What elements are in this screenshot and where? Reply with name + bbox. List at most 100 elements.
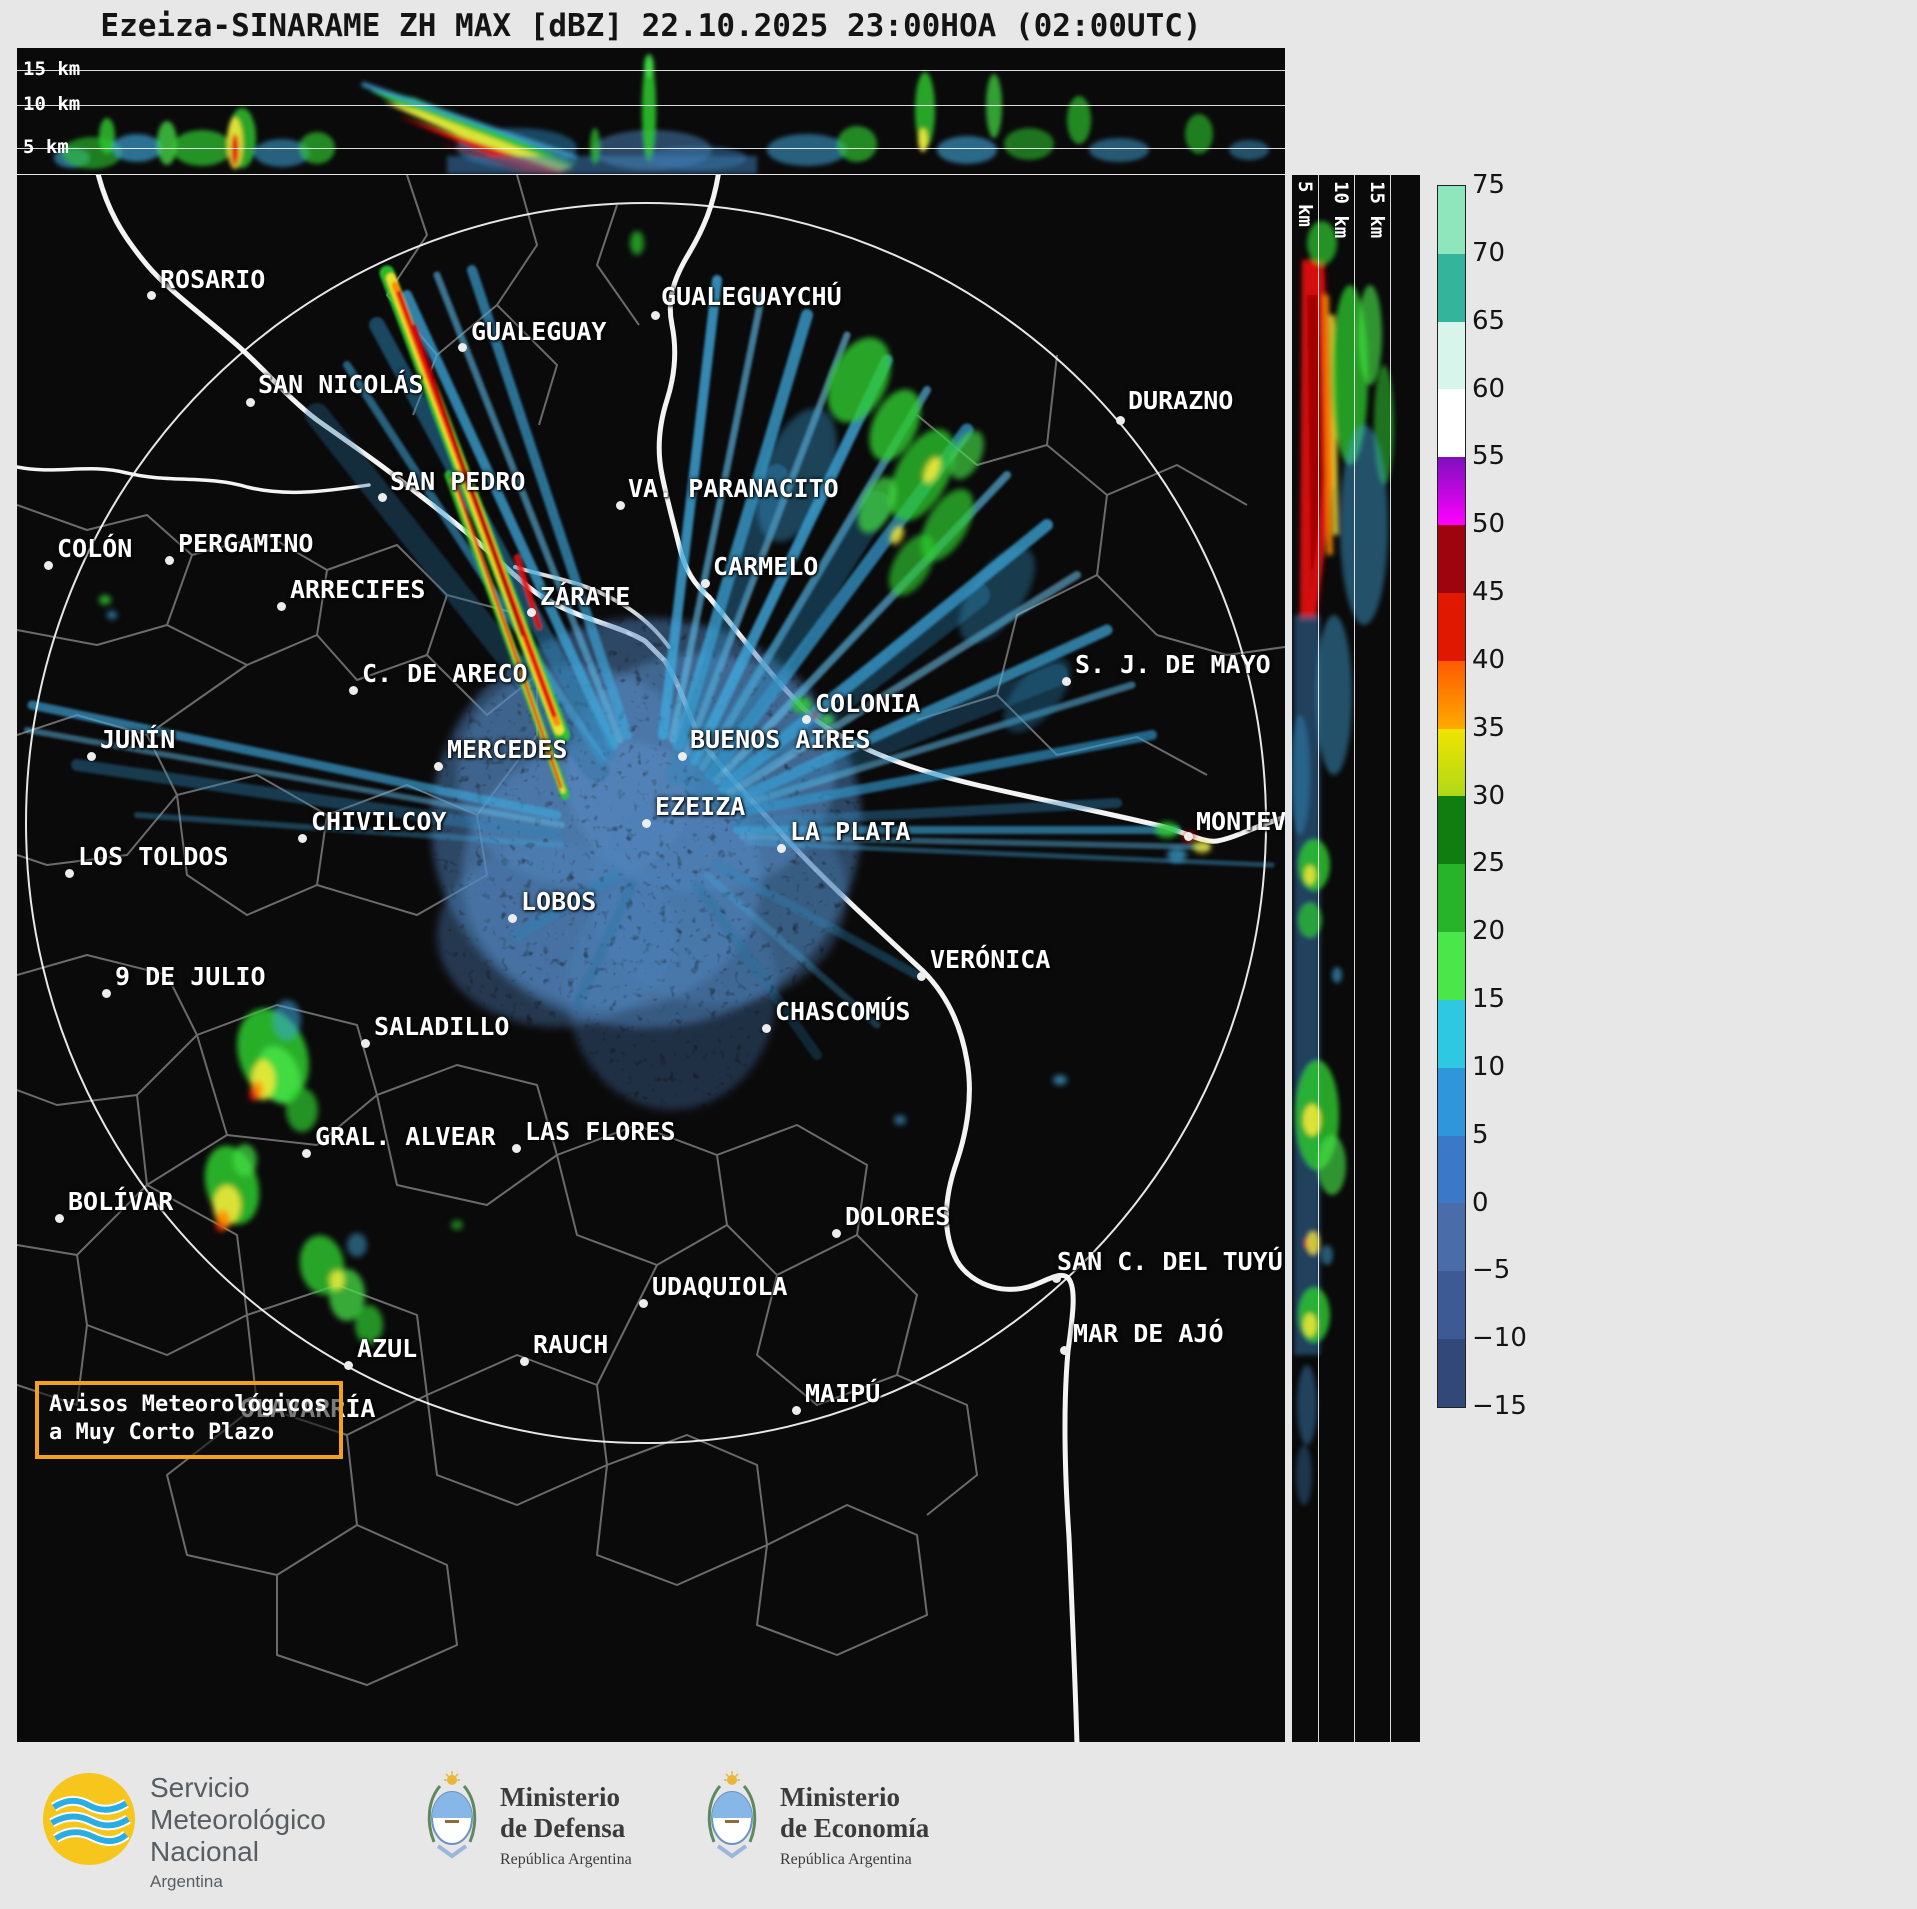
footer: Servicio Meteorológico Nacional Argentin…: [0, 1742, 1917, 1909]
city-dot: [642, 819, 651, 828]
city-dot: [777, 844, 786, 853]
echo-shape: [1321, 1245, 1333, 1265]
echo-shape: [692, 880, 822, 1060]
colorbar-segment: [1438, 1339, 1465, 1407]
city-label: DURAZNO: [1128, 386, 1234, 415]
colorbar-segment: [1438, 999, 1465, 1068]
height-label: 5 km: [23, 136, 69, 158]
city-dot: [639, 1299, 648, 1308]
echo-shape: [402, 290, 618, 750]
echo-shape: [630, 231, 644, 255]
defensa-line1: Ministerio: [500, 1782, 620, 1812]
echo-shape: [869, 389, 921, 461]
city-dot: [508, 914, 517, 923]
city-label: GUALEGUAYCHÚ: [661, 282, 842, 311]
city-dot: [434, 762, 443, 771]
city-dot: [762, 1024, 771, 1033]
echo-shape: [703, 871, 881, 1029]
echo-shape: [1323, 294, 1333, 556]
colorbar-tick: 60: [1472, 373, 1506, 404]
echo-shape: [1292, 715, 1310, 835]
xz-echo-canvas: [54, 54, 1269, 174]
echo-shape: [642, 58, 656, 162]
height-gridline: [1390, 175, 1391, 1742]
city-label: CHASCOMÚS: [775, 997, 911, 1026]
echo-shape: [1193, 841, 1211, 853]
city-dot: [1060, 1346, 1069, 1355]
height-gridline: [17, 148, 1285, 149]
city-dot: [792, 1406, 801, 1415]
city-dot: [165, 556, 174, 565]
echo-shape: [1229, 140, 1269, 160]
colorbar-tick: −10: [1472, 1323, 1527, 1354]
city-label: SAN C. DEL TUYÚ: [1057, 1247, 1283, 1276]
echo-ray-layer: [24, 265, 1275, 1060]
city-label: PERGAMINO: [178, 529, 314, 558]
top-crosssection-panel: 15 km 10 km 5 km: [17, 48, 1285, 174]
echo-shape: [1316, 615, 1352, 775]
echo-shape: [958, 547, 1036, 643]
city-dot: [87, 752, 96, 761]
echo-shape: [1297, 1365, 1317, 1445]
alert-box[interactable]: Avisos Meteorológicos a Muy Corto Plazo: [35, 1381, 344, 1459]
echo-shape: [1004, 128, 1054, 160]
smn-sub: Argentina: [150, 1872, 223, 1891]
echo-shape: [1167, 848, 1187, 862]
city-label: MERCEDES: [447, 735, 568, 764]
echo-shape: [107, 611, 117, 619]
echo-shape: [732, 798, 1122, 828]
city-dot: [917, 972, 926, 981]
echo-shape: [1089, 138, 1149, 162]
colorbar-tick: 10: [1472, 1051, 1506, 1082]
city-label: LOS TOLDOS: [78, 842, 229, 871]
city-dot: [520, 1357, 529, 1366]
colorbar-segment: [1438, 592, 1465, 661]
echo-shape: [1340, 425, 1388, 625]
echo-shape: [915, 72, 935, 148]
echo-shape: [1298, 902, 1322, 938]
city-label: MONTEVIDEO: [1196, 807, 1285, 836]
echo-shape: [644, 54, 654, 78]
coat-of-arms-defensa-icon: [420, 1770, 484, 1862]
city-dot: [302, 1149, 311, 1158]
echo-shape: [216, 1222, 224, 1232]
city-dot: [832, 1229, 841, 1238]
city-label: ROSARIO: [160, 265, 266, 294]
city-label: MAR DE AJÓ: [1073, 1319, 1224, 1348]
echo-shape: [254, 139, 310, 167]
colorbar-segment: [1438, 457, 1465, 526]
economia-line1: Ministerio: [780, 1782, 900, 1812]
city-label: GUALEGUAY: [471, 317, 607, 346]
city-dot: [147, 291, 156, 300]
echo-shape: [361, 81, 578, 161]
echo-shape: [343, 361, 606, 764]
echo-shape: [1307, 295, 1324, 595]
city-label: COLONIA: [815, 689, 921, 718]
echo-shape: [767, 134, 847, 166]
echo-shape: [950, 430, 984, 480]
alert-line-2: a Muy Corto Plazo: [49, 1420, 275, 1445]
echo-shape: [923, 456, 941, 484]
echo-shape: [286, 1088, 318, 1132]
smn-logo-icon: [40, 1770, 138, 1868]
city-dot: [344, 1361, 353, 1370]
city-dot: [527, 608, 536, 617]
echo-shape: [894, 1115, 906, 1125]
city-layer: ROSARIO GUALEGUAYCHÚ GUALEGUAY SAN NICOLÁS D…: [17, 175, 1285, 1742]
colorbar-segments: [1438, 186, 1465, 1407]
echo-shape: [1332, 967, 1342, 983]
echo-shape: [590, 128, 600, 164]
echo-shape: [455, 485, 563, 789]
colorbar-tick: 65: [1472, 305, 1506, 336]
echo-shape: [231, 134, 239, 166]
city-label: DOLORES: [845, 1202, 951, 1231]
colorbar-segment: [1438, 186, 1465, 254]
city-dot: [616, 501, 625, 510]
echo-shape: [918, 128, 928, 152]
city-dot: [361, 1039, 370, 1048]
city-label: MAIPÚ: [805, 1379, 881, 1408]
echo-shape: [1304, 865, 1316, 885]
city-label: LA PLATA: [790, 817, 911, 846]
echo-shape: [1318, 1135, 1346, 1195]
echo-shape: [888, 534, 936, 596]
